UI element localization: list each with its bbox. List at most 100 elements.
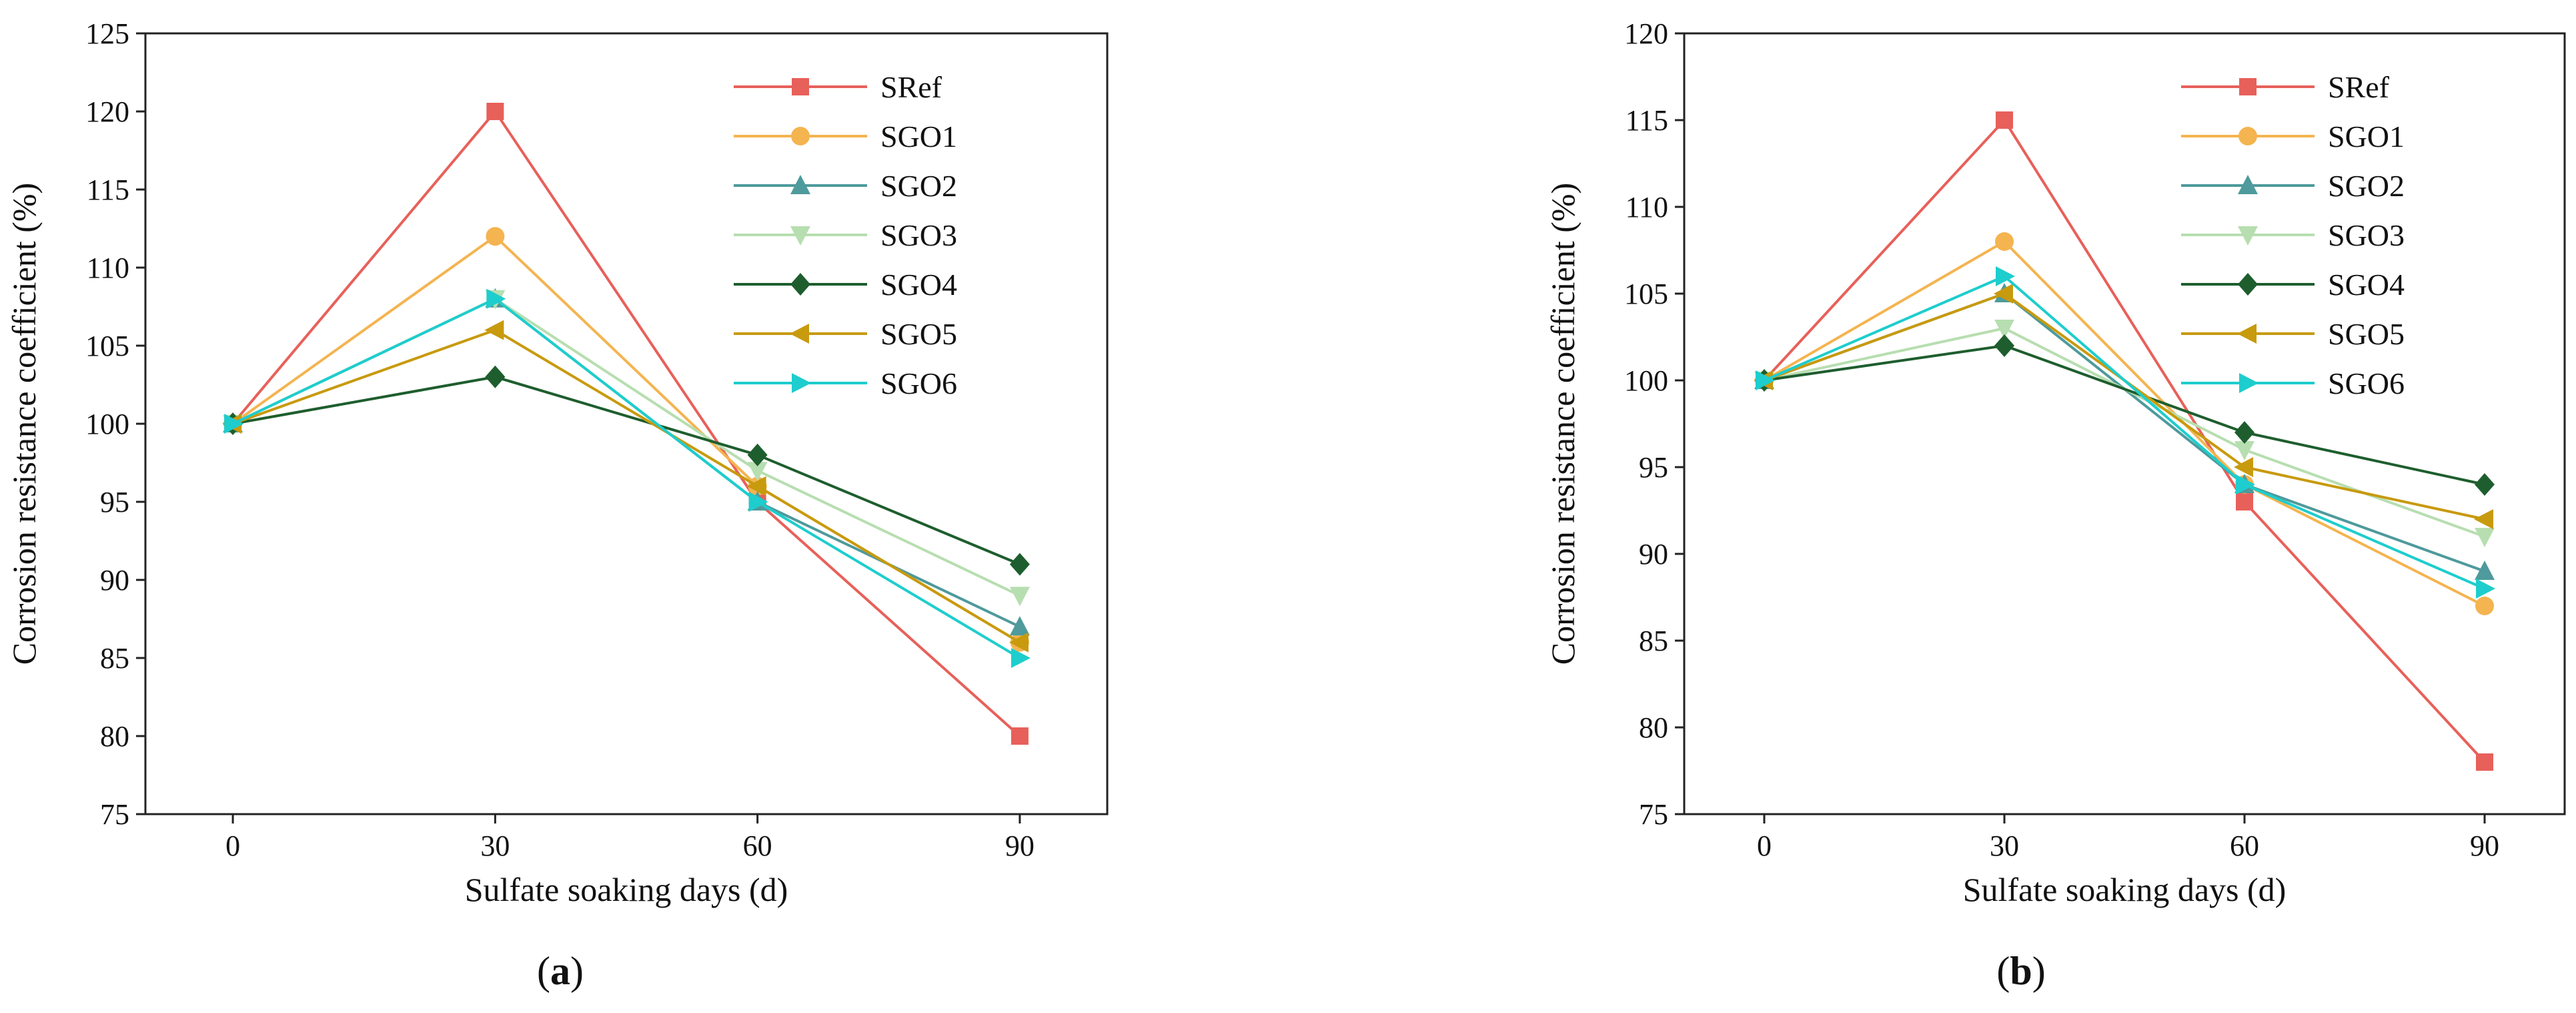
legend-marker-SGO6 [792,373,811,393]
x-tick-label: 90 [1005,829,1035,862]
legend-label-SGO4: SGO4 [880,268,957,302]
legend-marker-SGO3 [2238,226,2258,246]
y-tick-label: 85 [1639,625,1668,657]
chart-panel-a: 75 80 85 90 95 100 105 110 115 120 125 0 30 60 90 Sulfa… [5,17,1109,993]
legend-marker-SGO2 [790,175,810,194]
data-point-SGO1 [486,227,505,246]
y-tick-label: 85 [100,642,129,675]
plot-frame [1683,32,2566,815]
y-tick-label: 120 [1624,17,1668,50]
series-line-SGO6 [1764,274,2485,590]
legend-marker-SGO5 [2237,324,2257,344]
data-point-SGO1 [1995,232,2014,251]
y-axis-label: Corrosion resistance coefficient (%) [5,183,43,665]
x-tick-label: 0 [1757,829,1772,862]
series-line-SGO6 [232,297,1021,659]
data-point-SGO5 [2234,457,2253,477]
legend-label-SGO6: SGO6 [2328,366,2405,400]
data-point-SGO4 [2234,421,2255,444]
legend-label-SRef: SRef [880,70,942,104]
legend-label-SGO5: SGO5 [880,317,957,351]
y-tick-label: 105 [85,330,129,362]
legend-label-SGO3: SGO3 [2328,218,2405,252]
data-point-SGO6 [748,492,768,512]
y-axis-label: Corrosion resistance coefficient (%) [1544,183,1581,665]
y-tick-label: 110 [87,252,129,284]
data-point-SGO2 [1009,616,1030,636]
data-point-SGO4 [747,443,768,466]
data-point-SGO5 [484,320,504,340]
y-tick-label: 100 [1624,364,1668,397]
legend-label-SGO3: SGO3 [880,218,957,252]
data-point-SGO4 [485,365,506,388]
x-tick-label: 0 [225,829,240,862]
x-tick-label: 30 [480,829,510,862]
data-point-SGO3 [1994,320,2014,339]
x-tick-label: 90 [2470,829,2499,862]
data-point-SGO5 [1994,284,2013,304]
legend: SRef SGO1 SGO2 SGO3 SGO4 SGO5 SGO6 [2181,70,2405,400]
data-point-SGO4 [1994,334,2014,357]
legend-marker-SGO3 [790,226,810,246]
y-tick-label: 115 [1626,104,1668,137]
data-point-SGO3 [2475,528,2495,547]
series-line-SRef [231,109,1021,737]
series-line-SGO1 [1763,240,2485,607]
legend-marker-SGO4 [790,273,810,296]
y-tick-label: 75 [100,798,129,831]
data-point-SGO2 [2475,561,2495,580]
data-point-SGO6 [224,414,244,434]
data-point-SGO6 [2236,474,2255,494]
legend-marker-SGO2 [2238,175,2258,194]
data-point-SGO4 [1009,553,1030,576]
y-tick-label: 105 [1624,278,1668,310]
legend-marker-SRef [792,78,809,95]
legend-label-SGO6: SGO6 [880,366,957,400]
data-point-SGO5 [2474,509,2493,529]
y-tick-label: 95 [1639,451,1668,484]
series-line-SGO4 [1764,344,2485,486]
y-tick-label: 125 [85,17,129,50]
legend-marker-SRef [2239,78,2257,95]
x-tick-label: 60 [2230,829,2259,862]
data-point-SGO3 [1009,587,1030,607]
y-tick-label: 80 [1639,711,1668,744]
data-point-SGO6 [1756,370,1775,390]
legend-label-SGO4: SGO4 [2328,268,2405,302]
series-SGO6 [1756,266,2495,599]
data-point-SGO4 [2475,473,2495,496]
legend-marker-SGO5 [790,324,809,344]
y-tick-label: 110 [1626,191,1668,224]
legend: SRef SGO1 SGO2 SGO3 SGO4 SGO5 SGO6 [734,70,957,400]
legend-marker-SGO6 [2239,373,2259,393]
legend-label-SGO5: SGO5 [2328,317,2405,351]
y-tick-label: 75 [1639,798,1668,831]
data-point-SGO5 [746,476,766,496]
data-point-SGO6 [1011,648,1031,668]
data-point-SGO6 [1996,266,2015,286]
legend-label-SGO2: SGO2 [2328,169,2405,203]
legend-label-SGO1: SGO1 [880,119,957,153]
series-SGO3 [1754,320,2495,547]
y-tick-label: 115 [87,174,129,206]
y-tick-label: 95 [100,486,129,519]
panel-label: (a) [537,949,584,993]
data-point-SRef [1996,111,2013,129]
data-point-SRef [2236,493,2253,511]
series-SGO5 [222,320,1029,653]
chart-panel-b: 75 80 85 90 95 100 105 110 115 120 0 30 60 90 Sulfate … [1544,17,2566,993]
legend-label-SGO1: SGO1 [2328,119,2405,153]
data-point-SGO3 [747,462,768,482]
y-tick-label: 80 [100,720,129,753]
data-point-SGO1 [2475,597,2494,615]
y-tick-label: 90 [100,564,129,597]
series-line-SGO5 [232,328,1021,644]
data-point-SGO6 [2476,579,2495,599]
data-point-SGO6 [486,288,506,309]
series-SRef [1756,111,2493,771]
legend-marker-SGO1 [791,127,810,145]
x-tick-label: 60 [743,829,772,862]
legend-marker-SGO4 [2238,273,2258,296]
